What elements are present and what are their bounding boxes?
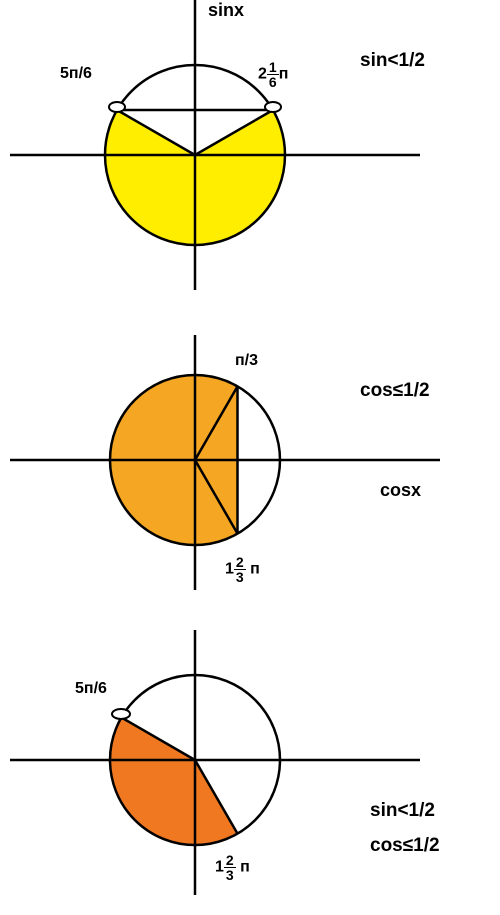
label-1-2-3-pi: 123 п [225, 555, 260, 584]
fraction-icon: 16 [267, 60, 279, 89]
label-pi3: п/3 [235, 352, 258, 370]
mixed-whole: 1 [225, 561, 234, 578]
open-circle-left [109, 102, 125, 112]
diagram-intersection-svg [0, 610, 500, 915]
mixed-suffix: п [236, 859, 250, 876]
shaded-region-intersection [110, 718, 237, 845]
diagram-sin-svg [0, 0, 500, 305]
fraction-icon: 23 [224, 853, 236, 882]
condition-sin-b: sin<1/2 [370, 800, 435, 822]
mixed-suffix: п [279, 66, 289, 83]
condition-sin: sin<1/2 [360, 50, 425, 72]
mixed-suffix: п [246, 561, 260, 578]
open-circle-5pi6 [112, 709, 130, 719]
mixed-whole: 2 [258, 66, 267, 83]
open-circle-right [265, 102, 281, 112]
condition-cos: cos≤1/2 [360, 380, 430, 402]
label-5pi6-b: 5п/6 [75, 680, 107, 698]
label-1-2-3-pi-b: 123 п [215, 853, 250, 882]
fraction-icon: 23 [234, 555, 246, 584]
axis-label-cosx: cosx [380, 480, 421, 501]
condition-cos-b: cos≤1/2 [370, 835, 440, 857]
axis-label-sinx: sinx [208, 0, 244, 21]
mixed-whole: 1 [215, 859, 224, 876]
diagram-sin: sinx sin<1/2 5п/6 216п [0, 0, 500, 305]
label-5pi6: 5п/6 [60, 65, 92, 83]
label-2-1-6-pi: 216п [258, 60, 288, 89]
diagram-intersection: 5п/6 123 п sin<1/2 cos≤1/2 [0, 610, 500, 915]
diagram-cos: п/3 cos≤1/2 cosx 123 п [0, 305, 500, 610]
